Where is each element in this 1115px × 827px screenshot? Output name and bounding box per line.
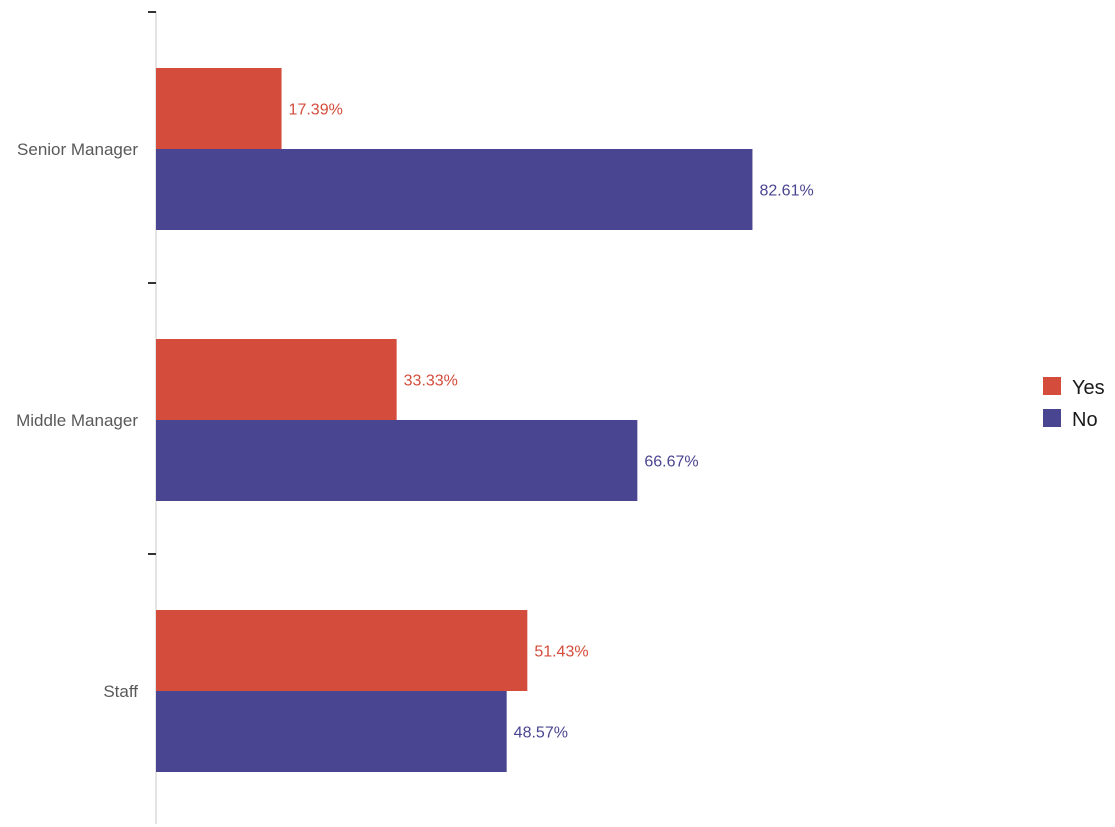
bar-yes-staff (156, 610, 528, 691)
legend-label-yes: Yes (1072, 377, 1105, 399)
data-label-yes-middle-manager: 33.33% (404, 373, 458, 390)
bars-group: 17.39% 82.61% 33.33% 66.67% 51.43% 48.57% (156, 68, 814, 772)
category-labels: Senior Manager Middle Manager Staff (16, 140, 138, 701)
legend-swatch-yes (1043, 377, 1061, 395)
legend-swatch-no (1043, 409, 1061, 427)
category-label-middle-manager: Middle Manager (16, 411, 138, 430)
bar-no-senior-manager (156, 149, 753, 230)
legend-label-no: No (1072, 409, 1098, 431)
y-axis-ticks (148, 11, 156, 555)
data-label-no-staff: 48.57% (514, 725, 568, 742)
bar-no-middle-manager (156, 420, 638, 501)
data-label-yes-staff: 51.43% (534, 644, 588, 661)
bar-yes-middle-manager (156, 339, 397, 420)
data-label-no-middle-manager: 66.67% (644, 454, 698, 471)
category-label-senior-manager: Senior Manager (17, 140, 138, 159)
legend: Yes No (1043, 377, 1105, 431)
data-label-yes-senior-manager: 17.39% (289, 102, 343, 119)
data-label-no-senior-manager: 82.61% (759, 183, 813, 200)
bar-no-staff (156, 691, 507, 772)
bar-yes-senior-manager (156, 68, 282, 149)
category-label-staff: Staff (103, 682, 138, 701)
